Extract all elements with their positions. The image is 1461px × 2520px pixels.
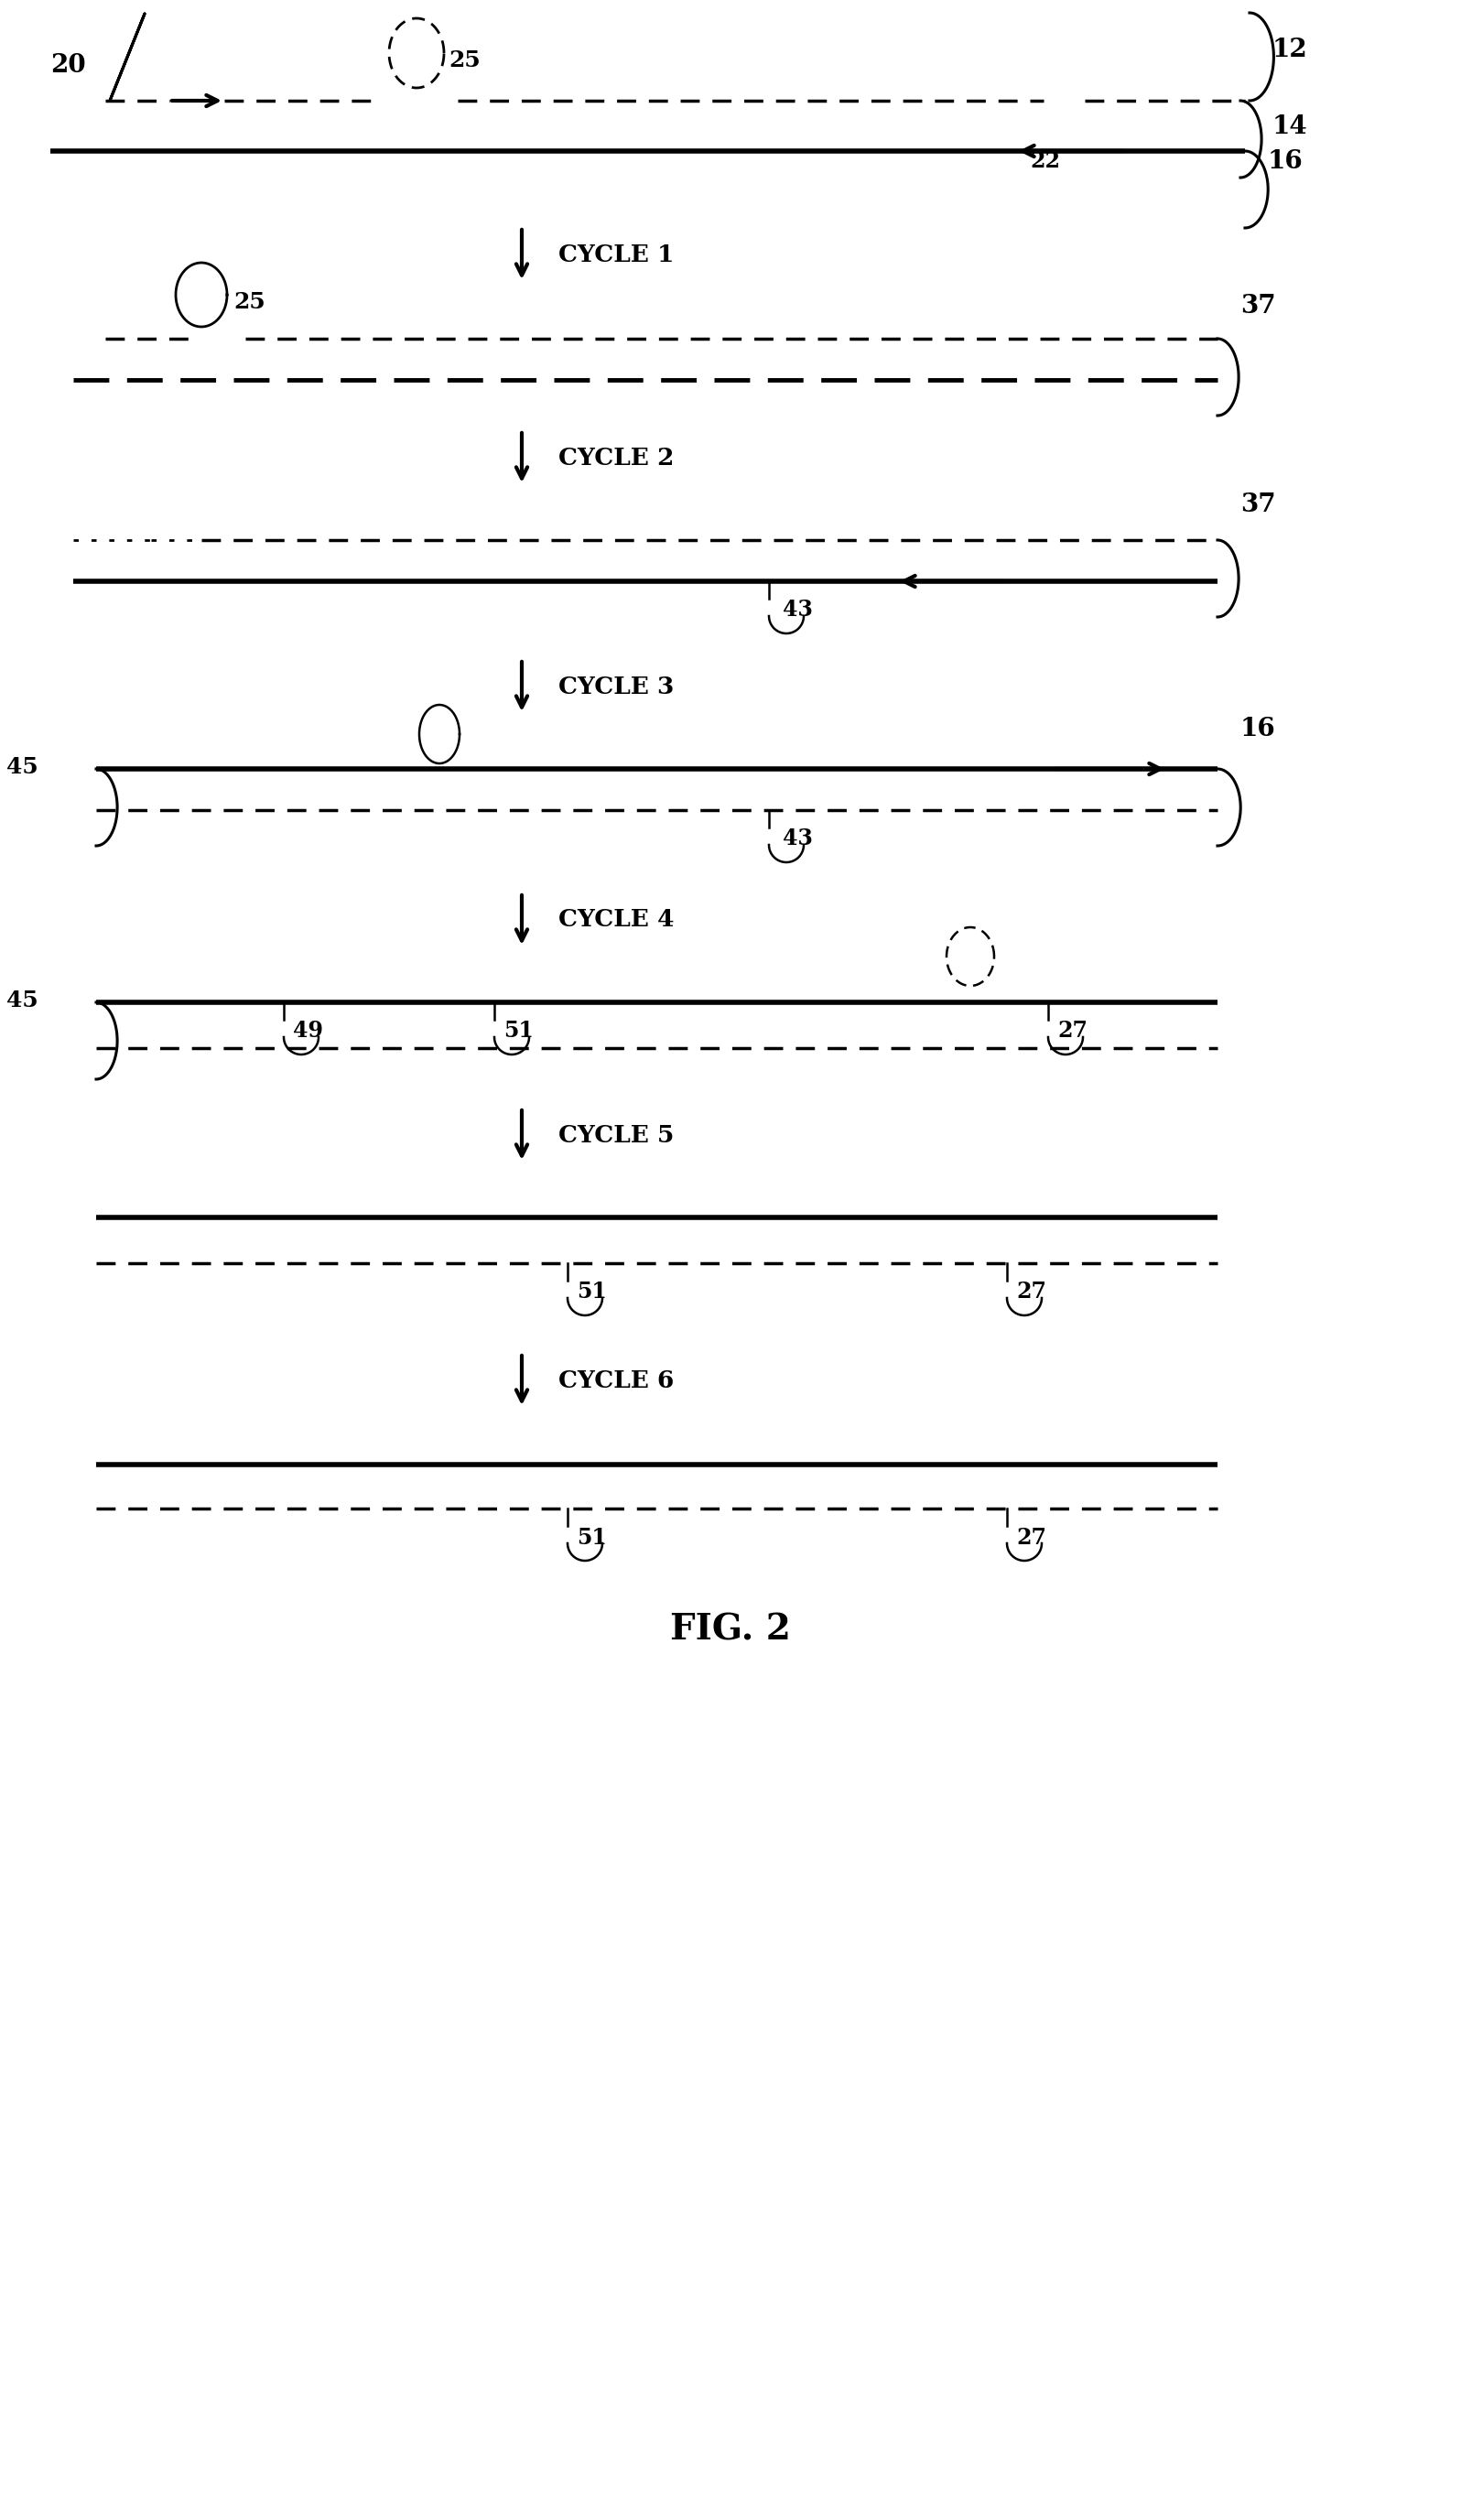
Text: CYCLE 4: CYCLE 4 xyxy=(558,910,674,932)
Text: 27: 27 xyxy=(1015,1527,1046,1550)
Text: 45: 45 xyxy=(7,990,38,1011)
Text: 27: 27 xyxy=(1015,1280,1046,1303)
Text: 43: 43 xyxy=(783,827,812,849)
Text: CYCLE 6: CYCLE 6 xyxy=(558,1368,674,1391)
Text: 37: 37 xyxy=(1240,295,1275,318)
Text: 25: 25 xyxy=(449,50,481,71)
Text: 25: 25 xyxy=(234,292,266,312)
Text: 20: 20 xyxy=(50,53,86,78)
Text: 45: 45 xyxy=(7,756,38,779)
Text: 51: 51 xyxy=(504,1021,533,1041)
Text: 37: 37 xyxy=(1240,491,1275,517)
Text: 51: 51 xyxy=(577,1280,606,1303)
Text: 27: 27 xyxy=(1058,1021,1087,1041)
Text: CYCLE 3: CYCLE 3 xyxy=(558,675,674,698)
Text: 12: 12 xyxy=(1273,38,1308,63)
Text: 22: 22 xyxy=(1030,151,1061,171)
Text: CYCLE 5: CYCLE 5 xyxy=(558,1124,674,1147)
Text: FIG. 2: FIG. 2 xyxy=(671,1613,790,1646)
Text: 14: 14 xyxy=(1273,113,1308,139)
Text: 16: 16 xyxy=(1268,149,1303,174)
Text: 51: 51 xyxy=(577,1527,606,1550)
Text: 43: 43 xyxy=(783,600,812,620)
Text: 16: 16 xyxy=(1240,716,1275,741)
Text: CYCLE 1: CYCLE 1 xyxy=(558,242,674,267)
Text: CYCLE 2: CYCLE 2 xyxy=(558,446,674,469)
Text: 49: 49 xyxy=(294,1021,323,1041)
